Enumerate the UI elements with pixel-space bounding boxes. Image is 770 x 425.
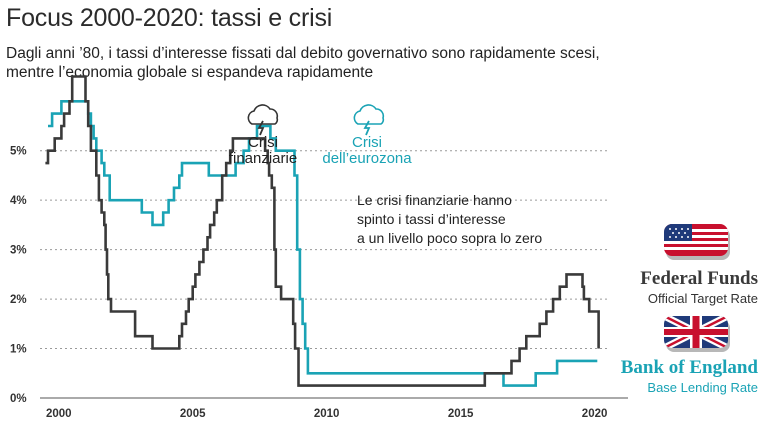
grid-lines [40, 150, 608, 350]
legend-fed-subtitle: Official Target Rate [647, 291, 758, 306]
x-tick-label: 2005 [180, 408, 206, 420]
storm-cloud-icon [353, 104, 385, 136]
crisis-financial-label-2: finanziarie [229, 150, 297, 167]
x-tick-label: 2020 [582, 408, 608, 420]
us-flag-icon [664, 224, 730, 260]
y-tick-labels: 0% 1% 2% 3% 4% 5% [10, 146, 27, 405]
y-tick-label: 3% [10, 245, 27, 257]
x-tick-label: 2000 [46, 408, 72, 420]
crisis-financial-label-1: Crisi [248, 134, 278, 151]
annotation-line-3: a un livello poco sopra lo zero [357, 230, 542, 246]
annotation-line-2: spinto i tassi d’interesse [357, 211, 506, 227]
uk-flag-icon [664, 316, 730, 352]
y-tick-label: 2% [10, 294, 27, 306]
crisis-euro-label-2: dell’eurozona [322, 150, 412, 167]
x-tick-label: 2015 [448, 408, 474, 420]
page-title: Focus 2000-2020: tassi e crisi [6, 4, 333, 32]
storm-cloud-icon [247, 104, 279, 136]
legend-boe-subtitle: Base Lending Rate [647, 380, 758, 395]
series-line-fed [45, 75, 600, 387]
legend-fed-title: Federal Funds [640, 268, 758, 289]
series-line-boe [48, 100, 598, 387]
y-tick-label: 4% [10, 195, 27, 207]
y-tick-label: 0% [10, 393, 27, 405]
y-tick-label: 1% [10, 344, 27, 356]
series-lines [45, 75, 600, 387]
crisis-euro-label-1: Crisi [352, 134, 382, 151]
y-tick-label: 5% [10, 146, 27, 158]
x-tick-labels: 2000 2005 2010 2015 2020 [46, 408, 607, 420]
page-subtitle: Dagli anni ’80, i tassi d’interesse fiss… [6, 45, 600, 81]
legend-boe-title: Bank of England [620, 357, 758, 378]
annotation-line-1: Le crisi finanziarie hanno [357, 192, 512, 208]
x-tick-label: 2010 [314, 408, 340, 420]
